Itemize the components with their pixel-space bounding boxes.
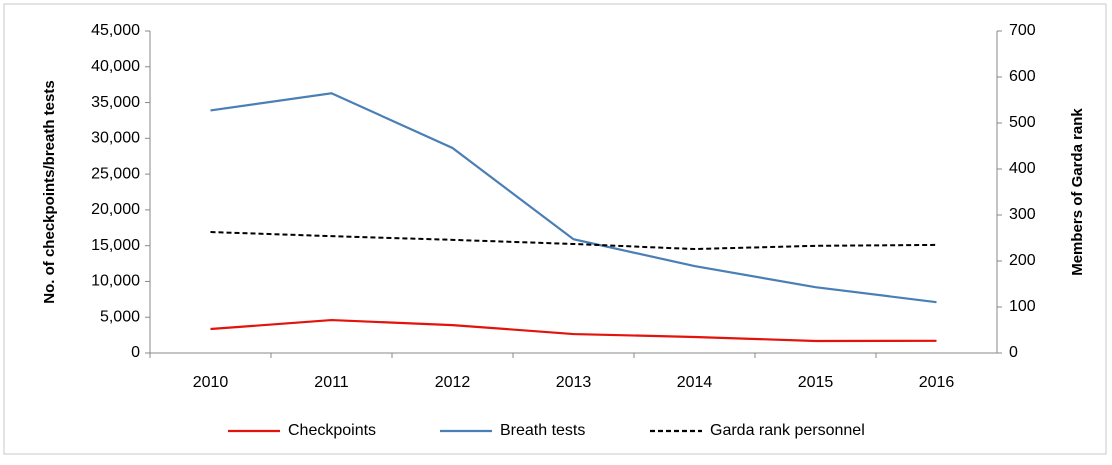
x-tick-label: 2011 (314, 374, 349, 391)
x-tick-label: 2015 (798, 374, 834, 391)
legend-label: Checkpoints (288, 422, 376, 439)
y-tick-label: 15,000 (91, 237, 140, 254)
y-tick-label: 0 (131, 344, 140, 361)
x-tick-label: 2016 (919, 374, 955, 391)
series-line (210, 318, 937, 343)
x-tick-label: 2014 (677, 374, 713, 391)
y2-tick-label: 500 (1009, 114, 1036, 131)
y2-tick-label: 600 (1009, 68, 1036, 85)
x-tick-label: 2010 (193, 374, 229, 391)
y-tick-label: 10,000 (91, 273, 140, 290)
y-tick-label: 40,000 (91, 58, 140, 75)
legend-label: Garda rank personnel (710, 422, 865, 439)
y-tick-label: 25,000 (91, 165, 140, 182)
y-tick-label: 30,000 (91, 130, 140, 147)
y2-axis-label: Members of Garda rank (1069, 108, 1086, 276)
y2-tick-label: 300 (1009, 206, 1036, 223)
series-line (210, 231, 937, 251)
series-line (210, 92, 937, 304)
y-tick-label: 5,000 (100, 308, 140, 325)
y2-tick-label: 100 (1009, 298, 1036, 315)
y-axis-label: No. of checkpoints/breath tests (41, 80, 58, 303)
y-tick-label: 45,000 (91, 22, 140, 39)
x-tick-label: 2013 (556, 374, 592, 391)
x-tick-label: 2012 (435, 374, 471, 391)
y2-tick-label: 400 (1009, 160, 1036, 177)
y-tick-label: 20,000 (91, 201, 140, 218)
y2-tick-label: 700 (1009, 22, 1036, 39)
legend-label: Breath tests (500, 422, 585, 439)
y-tick-label: 35,000 (91, 94, 140, 111)
chart-frame (3, 3, 1107, 455)
y2-tick-label: 0 (1009, 344, 1018, 361)
y2-tick-label: 200 (1009, 252, 1036, 269)
